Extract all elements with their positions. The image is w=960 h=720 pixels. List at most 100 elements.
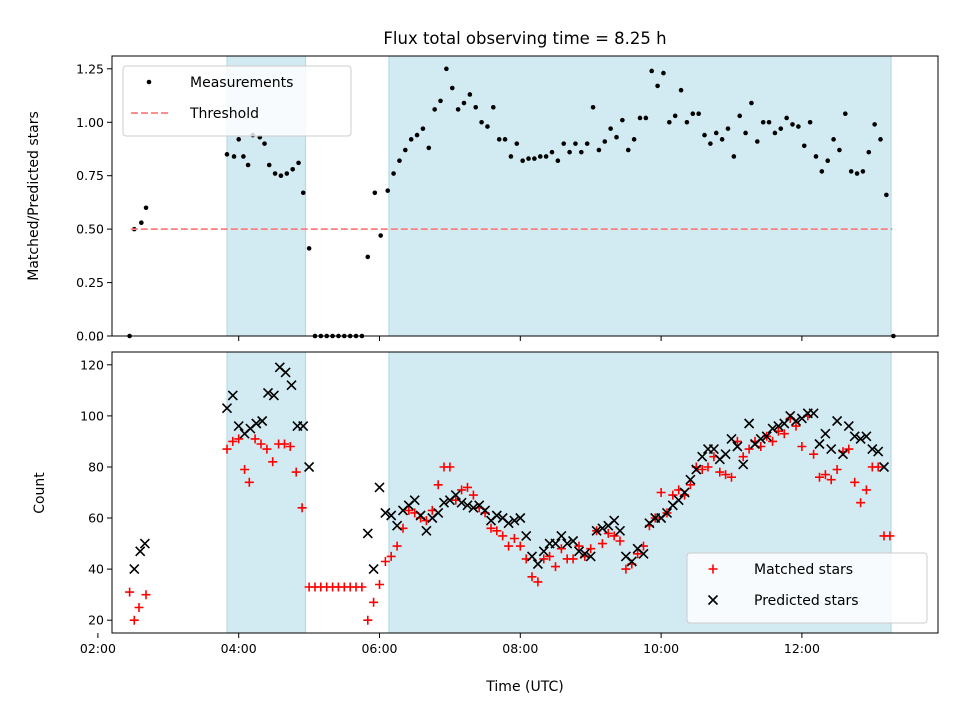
data-point	[725, 126, 731, 131]
data-point	[304, 461, 315, 473]
data-point	[626, 556, 637, 567]
data-point	[549, 149, 555, 155]
data-point	[707, 594, 719, 606]
data-point	[860, 169, 866, 174]
data-point	[878, 137, 883, 142]
data-point	[146, 79, 152, 85]
y-tick-label: 20	[88, 613, 104, 628]
data-point	[461, 100, 467, 106]
data-point	[449, 85, 455, 91]
data-point	[690, 111, 696, 117]
top-chart-title: Flux total observing time = 8.25 h	[383, 29, 666, 48]
data-point	[808, 408, 819, 419]
y-tick-label: 0.00	[76, 329, 104, 344]
data-point	[556, 530, 567, 541]
legend-label: Measurements	[190, 75, 293, 91]
data-point	[567, 149, 572, 155]
data-point	[744, 418, 755, 429]
data-point	[737, 113, 743, 119]
data-point	[550, 538, 561, 549]
data-point	[468, 502, 479, 513]
data-point	[872, 122, 877, 127]
data-point	[420, 126, 426, 131]
data-point	[784, 115, 789, 121]
data-point	[820, 428, 831, 439]
data-point	[375, 580, 384, 589]
data-point	[672, 113, 678, 119]
data-point	[280, 439, 289, 449]
data-point	[245, 162, 251, 168]
data-point	[234, 434, 244, 444]
legend-box	[122, 65, 352, 137]
data-point	[296, 160, 301, 166]
axes-frame	[111, 351, 939, 634]
data-point	[432, 107, 437, 112]
data-point	[697, 451, 708, 462]
data-point	[414, 132, 420, 138]
data-point	[378, 233, 383, 238]
data-point	[585, 551, 596, 562]
y-tick-label: 60	[88, 511, 104, 526]
legend-swatch	[146, 79, 152, 85]
data-point	[873, 462, 883, 472]
data-point	[532, 156, 537, 161]
data-point	[843, 111, 848, 117]
data-point	[809, 449, 819, 459]
data-point	[468, 490, 478, 500]
legend-swatch	[708, 564, 718, 574]
data-point	[374, 482, 385, 493]
data-point	[457, 485, 467, 495]
series-measurements	[127, 66, 896, 339]
data-point	[790, 122, 795, 127]
data-point	[856, 498, 866, 508]
data-point	[703, 462, 713, 472]
data-point	[796, 124, 801, 129]
data-point	[502, 137, 508, 142]
data-point	[768, 436, 778, 446]
data-point	[708, 444, 719, 455]
data-point	[708, 564, 718, 574]
data-point	[280, 367, 291, 378]
data-point	[480, 505, 491, 516]
data-point	[826, 444, 837, 455]
data-point	[813, 154, 819, 159]
data-point	[532, 558, 543, 570]
data-point	[562, 538, 573, 549]
data-point	[573, 141, 578, 146]
data-point	[749, 100, 754, 106]
data-point	[503, 518, 514, 529]
data-point	[621, 564, 631, 574]
data-point	[415, 510, 426, 521]
data-point	[456, 497, 467, 508]
data-point	[825, 158, 831, 164]
data-point	[526, 551, 538, 562]
data-point	[556, 544, 566, 554]
data-point	[849, 431, 860, 442]
data-point	[491, 510, 502, 521]
data-point	[221, 403, 233, 414]
data-point	[602, 139, 608, 144]
data-point	[240, 465, 250, 474]
data-point	[262, 444, 272, 454]
data-point	[509, 515, 520, 526]
data-point	[244, 477, 254, 487]
data-point	[233, 421, 244, 432]
data-point	[685, 480, 695, 490]
data-point	[755, 139, 760, 144]
data-point	[286, 380, 297, 391]
data-point	[866, 149, 872, 155]
data-point	[473, 104, 479, 110]
data-point	[365, 254, 371, 260]
data-point	[791, 421, 801, 431]
data-point	[715, 467, 725, 477]
data-point	[719, 137, 725, 142]
legend-label: Threshold	[189, 106, 259, 122]
data-point	[241, 154, 246, 159]
data-point	[778, 126, 784, 131]
data-point	[609, 515, 620, 526]
data-point	[667, 119, 672, 125]
data-point	[702, 132, 707, 138]
data-point	[278, 173, 284, 178]
data-point	[285, 442, 295, 451]
data-point	[743, 130, 748, 136]
